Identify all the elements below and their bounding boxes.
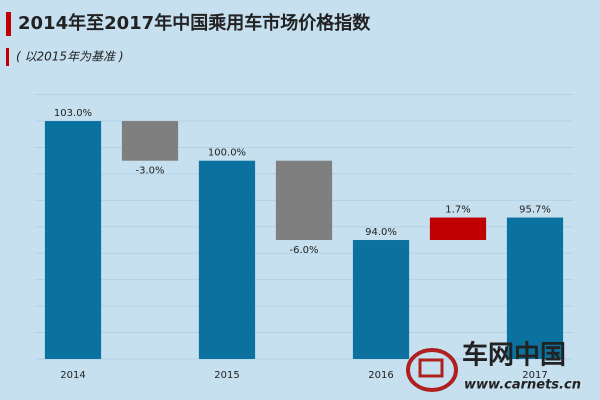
chart-subtitle: ( 以2015年为基准 ): [16, 50, 124, 64]
total-bar: [506, 217, 564, 359]
watermark: 车网中国 www.carnets.cn: [406, 340, 581, 393]
data-label: -3.0%: [135, 166, 164, 177]
x-tick-label: 2017: [522, 370, 547, 381]
data-label: 103.0%: [54, 108, 92, 119]
chart-title: 2014年至2017年中国乘用车市场价格指数: [18, 12, 371, 34]
change-bar: [121, 121, 179, 161]
plot-area: 103.0% 2014 -3.0% 100.0% 2015 -6.0% 94.0% 2016 1…: [34, 94, 574, 381]
total-bar: [352, 240, 410, 359]
x-tick-label: 2016: [368, 370, 393, 381]
total-bar: [198, 160, 256, 359]
change-bar: [429, 217, 487, 241]
logo-ring: [406, 348, 458, 392]
data-label: 94.0%: [365, 227, 397, 238]
watermark-url: www.carnets.cn: [464, 378, 581, 393]
data-label: -6.0%: [289, 245, 318, 256]
subtitle-accent: [6, 48, 9, 66]
watermark-brand: 车网中国: [462, 340, 566, 371]
data-label: 95.7%: [519, 205, 551, 216]
data-label: 1.7%: [445, 205, 470, 216]
logo-mark: [418, 358, 444, 378]
title-accent: [6, 12, 11, 36]
x-tick-label: 2014: [60, 370, 85, 381]
total-bar: [44, 121, 102, 359]
data-label: 100.0%: [208, 148, 246, 159]
change-bar: [275, 160, 333, 241]
x-tick-label: 2015: [214, 370, 239, 381]
